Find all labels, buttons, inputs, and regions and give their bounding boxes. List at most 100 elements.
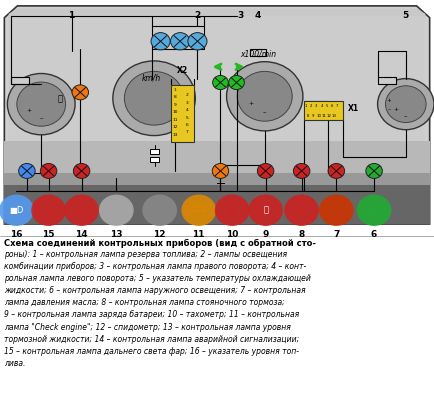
Bar (304, 101, 343, 120)
Circle shape (40, 163, 57, 178)
Bar (152, 26, 204, 49)
Text: 7: 7 (186, 130, 188, 134)
Circle shape (188, 33, 207, 50)
Text: роны): 1 – контрольная лампа резерва топлива; 2 – лампы освещения: роны): 1 – контрольная лампа резерва топ… (4, 250, 287, 259)
Text: 5: 5 (186, 116, 188, 119)
Circle shape (378, 79, 434, 130)
Text: 7: 7 (336, 103, 339, 108)
Text: 11: 11 (172, 118, 178, 122)
Text: 4: 4 (255, 11, 261, 20)
Circle shape (293, 163, 310, 178)
Circle shape (248, 195, 283, 226)
Text: ⓘ: ⓘ (79, 206, 84, 215)
Text: рольная лампа левого поворота; 5 – указатель температуры охлаждающей: рольная лампа левого поворота; 5 – указа… (4, 274, 311, 283)
Text: –: – (404, 113, 408, 119)
Text: +: + (393, 107, 398, 112)
Text: 13: 13 (110, 230, 122, 239)
Text: 15 – контрольная лампа дальнего света фар; 16 – указатель уровня топ-: 15 – контрольная лампа дальнего света фа… (4, 347, 299, 356)
Bar (4, 185, 430, 224)
Text: X1: X1 (348, 104, 359, 113)
Bar (171, 85, 194, 142)
Text: 6: 6 (186, 123, 188, 127)
Text: 9: 9 (263, 230, 269, 239)
Text: 12: 12 (326, 114, 332, 118)
Circle shape (215, 195, 250, 226)
Circle shape (181, 195, 216, 226)
Text: CHECK
ENGINE: CHECK ENGINE (191, 205, 207, 213)
Circle shape (227, 62, 303, 131)
Text: 1: 1 (174, 88, 176, 92)
Text: 13: 13 (172, 133, 178, 137)
Text: 10: 10 (172, 110, 178, 114)
Text: ⓟ: ⓟ (263, 206, 268, 215)
Text: –: – (263, 110, 266, 116)
Circle shape (212, 163, 229, 178)
Bar (11, 77, 29, 84)
Circle shape (151, 33, 170, 50)
Text: 2: 2 (310, 103, 312, 108)
Circle shape (319, 195, 354, 226)
Text: 3: 3 (186, 101, 188, 105)
Text: +: + (26, 108, 32, 113)
Text: 16: 16 (10, 230, 23, 239)
Circle shape (31, 195, 66, 226)
Text: –: – (39, 116, 43, 121)
Circle shape (229, 75, 244, 90)
Text: –: – (387, 108, 391, 113)
Circle shape (7, 73, 75, 135)
Text: тормозной жидкости; 14 – контрольная лампа аварийной сигнализации;: тормозной жидкости; 14 – контрольная лам… (4, 335, 299, 344)
Text: 12: 12 (172, 125, 178, 129)
Text: 10: 10 (226, 230, 238, 239)
Circle shape (171, 33, 190, 50)
Circle shape (0, 195, 34, 226)
Circle shape (73, 163, 90, 178)
Bar (150, 149, 159, 154)
Text: комбинации приборов; 3 – контрольная лампа правого поворота; 4 – конт-: комбинации приборов; 3 – контрольная лам… (4, 262, 306, 271)
Text: 13: 13 (332, 114, 337, 118)
Polygon shape (4, 6, 430, 224)
Text: x100/min: x100/min (240, 49, 276, 58)
Circle shape (328, 163, 345, 178)
Circle shape (19, 163, 35, 178)
Text: 9 – контрольная лампа заряда батареи; 10 – тахометр; 11 – контрольная: 9 – контрольная лампа заряда батареи; 10… (4, 310, 299, 320)
Bar (4, 141, 430, 173)
Text: жидкости; 6 – контрольная лампа наружного освещения; 7 – контрольная: жидкости; 6 – контрольная лампа наружног… (4, 286, 306, 295)
Circle shape (385, 86, 426, 123)
Text: Схема соединений контрольных приборов (вид с обратной сто-: Схема соединений контрольных приборов (в… (4, 239, 316, 248)
Text: 8: 8 (174, 95, 176, 99)
Text: лива.: лива. (4, 359, 26, 368)
Text: 9: 9 (312, 114, 315, 118)
Text: лампа "Check engine"; 12 – спидометр; 13 – контрольная лампа уровня: лампа "Check engine"; 12 – спидометр; 13… (4, 323, 291, 332)
Circle shape (125, 72, 184, 125)
Circle shape (99, 195, 134, 226)
Text: 8: 8 (307, 114, 309, 118)
Circle shape (284, 195, 319, 226)
Circle shape (366, 163, 382, 178)
Bar (150, 157, 159, 162)
Text: 2: 2 (194, 11, 201, 20)
Text: 5: 5 (403, 11, 409, 20)
Text: 3: 3 (315, 103, 318, 108)
Circle shape (113, 61, 195, 136)
Text: 11: 11 (321, 114, 326, 118)
Text: 14: 14 (75, 230, 88, 239)
Text: ⛽: ⛽ (57, 94, 62, 103)
Text: 4: 4 (186, 108, 188, 112)
Circle shape (237, 72, 292, 121)
Text: ⊞: ⊞ (229, 206, 236, 215)
Text: 8: 8 (299, 230, 305, 239)
Text: +: + (387, 97, 391, 103)
Text: ■D: ■D (9, 206, 24, 215)
Circle shape (257, 163, 274, 178)
Text: ★: ★ (370, 206, 378, 215)
Bar (250, 49, 266, 56)
Polygon shape (9, 9, 425, 193)
Circle shape (64, 195, 99, 226)
Circle shape (213, 75, 228, 90)
Text: 6: 6 (331, 103, 333, 108)
Circle shape (72, 85, 89, 100)
Text: 1: 1 (305, 103, 307, 108)
Bar (378, 77, 396, 84)
Text: km/h: km/h (141, 73, 161, 82)
Text: 3: 3 (238, 11, 244, 20)
